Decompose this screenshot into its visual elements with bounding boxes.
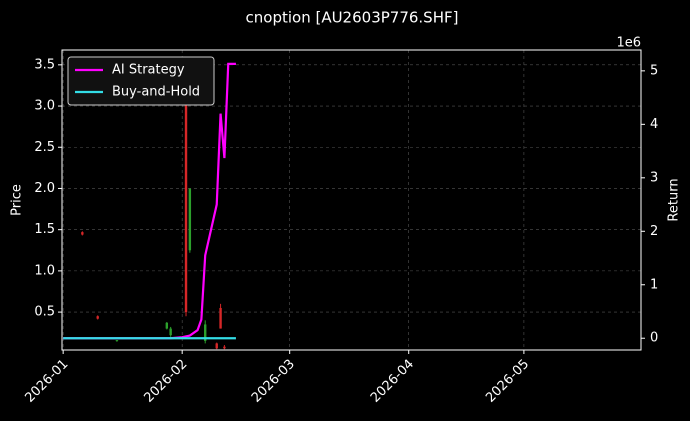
candle-body <box>184 89 188 313</box>
y-axis-label: Price <box>10 184 25 216</box>
candle-body <box>115 340 119 342</box>
chart-title: cnoption [AU2603P776.SHF] <box>246 9 459 27</box>
y-tick-label: 3.5 <box>34 57 55 72</box>
y2-tick-label: 2 <box>650 224 658 239</box>
y2-tick-label: 1 <box>650 277 658 292</box>
y-tick-label: 0.5 <box>34 305 55 320</box>
y-tick-label: 2.0 <box>34 181 55 196</box>
y-tick-label: 1.5 <box>34 222 55 237</box>
plot-frame <box>61 49 642 351</box>
y2-tick-label: 4 <box>650 117 658 132</box>
y2-tick-label: 0 <box>650 331 658 346</box>
legend-box <box>67 56 215 106</box>
y2-tick-label: 3 <box>650 170 658 185</box>
y-tick-label: 2.5 <box>34 140 55 155</box>
y2-axis-label: Return <box>667 178 682 221</box>
legend-label: AI Strategy <box>112 63 185 78</box>
candle-body <box>215 343 218 349</box>
legend-label: Buy-and-Hold <box>112 85 200 100</box>
y2-offset-label: 1e6 <box>616 36 641 51</box>
candle-body <box>188 188 192 251</box>
candle-body <box>165 322 169 329</box>
candle-body <box>96 316 99 319</box>
y-tick-label: 3.0 <box>34 99 55 114</box>
candle-body <box>81 232 84 235</box>
candle-body <box>204 324 207 341</box>
y2-tick-label: 5 <box>650 63 658 78</box>
candle-body <box>169 328 172 336</box>
y-tick-label: 1.0 <box>34 263 55 278</box>
candle-body <box>223 346 226 349</box>
candle-body <box>219 307 222 329</box>
